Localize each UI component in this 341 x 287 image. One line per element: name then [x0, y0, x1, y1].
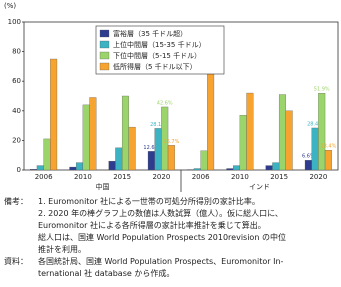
note-label: 資料： — [4, 257, 28, 266]
data-label: 51.9% — [314, 87, 330, 93]
legend-swatch — [99, 29, 110, 38]
bar — [89, 97, 97, 171]
group-label: インド — [249, 183, 270, 191]
bar — [147, 151, 155, 171]
note-line: ternational 社 database から作成。 — [38, 269, 175, 278]
bar — [43, 138, 51, 171]
data-label: 28.1% — [150, 122, 166, 128]
x-tick-label: 2020 — [309, 173, 327, 181]
bar — [50, 58, 58, 171]
y-tick-label: 0 — [17, 166, 21, 174]
x-tick-label: 2020 — [152, 173, 170, 181]
data-label: 13.4% — [320, 144, 336, 150]
y-tick-label: 80 — [12, 48, 21, 56]
legend-label: 上位中間層（15-35 千ドル） — [113, 40, 206, 49]
bar — [226, 168, 234, 171]
chart: (%) 0 20 40 60 80 100 中国 インド 2006 2010 2015 2020 12.… — [4, 2, 339, 192]
bar — [193, 168, 201, 171]
data-label: 42.6% — [157, 100, 173, 106]
data-label: 12.6% — [143, 145, 159, 151]
legend-label: 富裕層（35 千ドル超） — [113, 29, 187, 38]
bar — [108, 160, 116, 171]
bar — [36, 165, 44, 171]
y-unit: (%) — [4, 2, 16, 10]
bar — [167, 145, 175, 171]
x-tick-label: 2006 — [35, 173, 53, 181]
y-tick-label: 60 — [12, 77, 21, 85]
legend-swatch — [99, 40, 110, 49]
group-label: 中国 — [96, 182, 110, 191]
bar — [272, 162, 280, 171]
note-line: 総人口は、国連 World Population Prospects 2010r… — [38, 233, 286, 242]
bar — [304, 160, 312, 171]
note-line: Euromonitor 社による各所得層の家計比率推計を乗じて算出。 — [38, 221, 266, 230]
x-tick-label: 2015 — [270, 173, 288, 181]
data-label: 16.7% — [163, 139, 179, 145]
x-tick-label: 2010 — [74, 173, 92, 181]
legend-swatch — [99, 62, 110, 71]
bar — [161, 106, 169, 171]
legend-label: 下位中間層（5-15 千ドル） — [113, 51, 201, 60]
note-line: 1. Euromonitor 社による一世帯の可処分所得別の家計比率。 — [38, 197, 260, 206]
bar — [233, 165, 241, 171]
x-tick-label: 2010 — [231, 173, 249, 181]
bar — [128, 126, 136, 171]
legend-frame — [95, 25, 225, 75]
x-tick-label: 2015 — [113, 173, 131, 181]
bar — [115, 147, 123, 171]
data-label: 6.6% — [302, 154, 315, 160]
note-line: 各国統計局、国連 World Population Prospects、Euro… — [38, 257, 284, 266]
bar — [154, 128, 162, 171]
y-tick-label: 40 — [12, 107, 21, 115]
bar — [324, 150, 332, 171]
x-tick-label: 2006 — [192, 173, 210, 181]
bar — [69, 166, 77, 171]
note-line: 推計を利用。 — [38, 245, 86, 254]
legend-swatch — [99, 51, 110, 60]
bar — [200, 150, 208, 171]
data-label: 28.4% — [307, 121, 323, 127]
legend: 富裕層（35 千ドル超） 上位中間層（15-35 千ドル） 下位中間層（5-15 千… — [95, 25, 225, 75]
bar — [318, 93, 326, 171]
bar — [82, 104, 90, 171]
bar — [285, 110, 293, 171]
bar — [246, 92, 254, 171]
y-tick-label: 20 — [12, 136, 21, 144]
bar — [30, 169, 38, 171]
bar — [76, 162, 84, 171]
note-line: 2. 2020 年の棒グラフ上の数値は人数試算（億人）。仮に総人口に、 — [38, 209, 283, 218]
y-tick-label: 100 — [8, 18, 21, 26]
bar — [278, 94, 286, 171]
note-label: 備考： — [4, 197, 28, 206]
bar — [239, 115, 247, 171]
bar — [121, 95, 129, 171]
legend-label: 低所得層（5 千ドル以下） — [113, 62, 197, 71]
bar — [311, 127, 319, 171]
bar — [265, 165, 273, 171]
